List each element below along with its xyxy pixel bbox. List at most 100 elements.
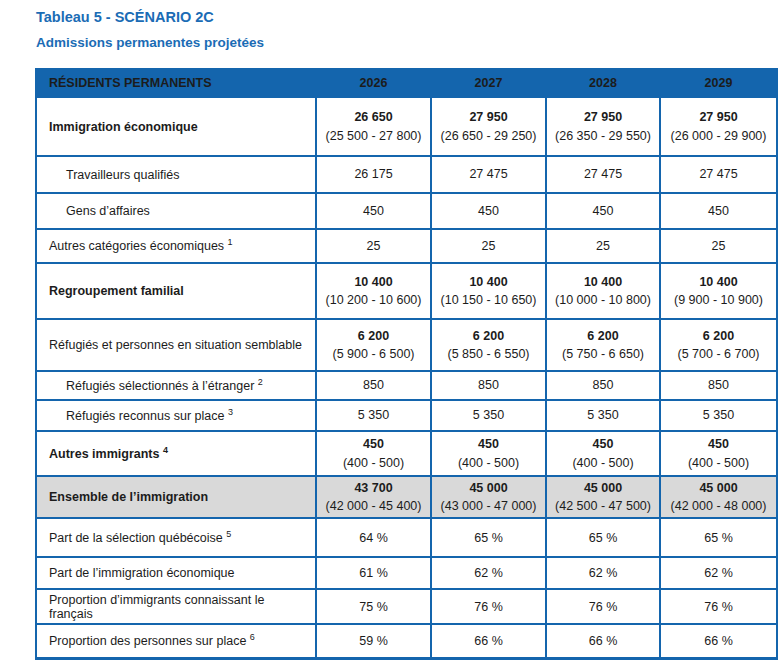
row-label: Autres catégories économiques 1 bbox=[36, 229, 316, 263]
table-row: Travailleurs qualifiés26 17527 47527 475… bbox=[36, 156, 777, 193]
value-main: 64 % bbox=[319, 529, 428, 547]
header-year-2028: 2028 bbox=[546, 69, 660, 97]
value-cell: 5 350 bbox=[431, 400, 546, 431]
row-label: Autres immigrants 4 bbox=[36, 431, 316, 476]
value-main: 10 400 bbox=[319, 273, 428, 291]
value-range: (400 - 500) bbox=[319, 454, 428, 472]
row-label: Proportion des personnes sur place 6 bbox=[36, 624, 316, 658]
value-cell: 66 % bbox=[431, 624, 546, 658]
value-main: 66 % bbox=[549, 632, 657, 650]
value-cell: 850 bbox=[546, 371, 660, 400]
value-main: 25 bbox=[434, 237, 543, 255]
footnote-marker: 4 bbox=[163, 444, 168, 454]
table-row: Proportion d’immigrants connaissant le f… bbox=[36, 589, 777, 624]
value-cell: 5 350 bbox=[546, 400, 660, 431]
table-title: Tableau 5 - SCÉNARIO 2C bbox=[36, 9, 264, 26]
value-cell: 27 475 bbox=[546, 156, 660, 193]
table-row: Regroupement familial10 400(10 200 - 10 … bbox=[36, 263, 777, 319]
value-main: 450 bbox=[434, 435, 543, 453]
document-page: Tableau 5 - SCÉNARIO 2C Admissions perma… bbox=[0, 0, 784, 664]
value-range: (26 000 - 29 900) bbox=[663, 127, 774, 145]
value-cell: 25 bbox=[660, 229, 777, 263]
table-row: Réfugiés et personnes en situation sembl… bbox=[36, 319, 777, 371]
admissions-table: RÉSIDENTS PERMANENTS 2026 2027 2028 2029… bbox=[35, 68, 778, 660]
value-cell: 6 200(5 850 - 6 550) bbox=[431, 319, 546, 371]
header-residents-permanents: RÉSIDENTS PERMANENTS bbox=[36, 69, 316, 97]
footnote-marker: 5 bbox=[226, 529, 231, 539]
value-main: 850 bbox=[663, 376, 774, 394]
value-main: 65 % bbox=[663, 529, 774, 547]
row-label: Gens d’affaires bbox=[36, 193, 316, 229]
value-cell: 26 175 bbox=[316, 156, 431, 193]
value-cell: 64 % bbox=[316, 518, 431, 557]
value-cell: 5 350 bbox=[316, 400, 431, 431]
value-main: 66 % bbox=[434, 632, 543, 650]
value-cell: 10 400(10 150 - 10 650) bbox=[431, 263, 546, 319]
value-cell: 850 bbox=[431, 371, 546, 400]
table-row: Part de la sélection québécoise 564 %65 … bbox=[36, 518, 777, 557]
row-label: Regroupement familial bbox=[36, 263, 316, 319]
value-cell: 10 400(9 900 - 10 900) bbox=[660, 263, 777, 319]
value-main: 65 % bbox=[434, 529, 543, 547]
value-cell: 59 % bbox=[316, 624, 431, 658]
value-main: 26 175 bbox=[319, 165, 428, 183]
value-cell: 27 475 bbox=[431, 156, 546, 193]
table-subtitle: Admissions permanentes projetées bbox=[36, 35, 264, 51]
value-cell: 45 000(42 500 - 47 500) bbox=[546, 476, 660, 518]
value-main: 450 bbox=[549, 435, 657, 453]
value-cell: 450 bbox=[316, 193, 431, 229]
table-row: Immigration économique26 650(25 500 - 27… bbox=[36, 97, 777, 156]
value-cell: 6 200(5 900 - 6 500) bbox=[316, 319, 431, 371]
value-cell: 27 475 bbox=[660, 156, 777, 193]
value-cell: 66 % bbox=[546, 624, 660, 658]
value-main: 59 % bbox=[319, 632, 428, 650]
value-main: 62 % bbox=[434, 564, 543, 582]
value-main: 850 bbox=[549, 376, 657, 394]
value-range: (43 000 - 47 000) bbox=[434, 497, 543, 515]
value-main: 27 950 bbox=[663, 108, 774, 126]
value-cell: 450(400 - 500) bbox=[431, 431, 546, 476]
value-range: (5 750 - 6 650) bbox=[549, 345, 657, 363]
value-main: 450 bbox=[319, 435, 428, 453]
row-label: Réfugiés sélectionnés à l’étranger 2 bbox=[36, 371, 316, 400]
value-range: (42 500 - 47 500) bbox=[549, 497, 657, 515]
table-row: Ensemble de l’immigration43 700(42 000 -… bbox=[36, 476, 777, 518]
value-cell: 450(400 - 500) bbox=[546, 431, 660, 476]
value-main: 850 bbox=[434, 376, 543, 394]
value-main: 450 bbox=[663, 435, 774, 453]
value-range: (5 850 - 6 550) bbox=[434, 345, 543, 363]
value-main: 27 950 bbox=[549, 108, 657, 126]
value-range: (26 350 - 29 550) bbox=[549, 127, 657, 145]
value-range: (9 900 - 10 900) bbox=[663, 291, 774, 309]
value-main: 25 bbox=[549, 237, 657, 255]
value-main: 75 % bbox=[319, 598, 428, 616]
title-block: Tableau 5 - SCÉNARIO 2C Admissions perma… bbox=[36, 9, 264, 52]
value-main: 850 bbox=[319, 376, 428, 394]
value-cell: 62 % bbox=[546, 557, 660, 589]
value-cell: 61 % bbox=[316, 557, 431, 589]
table-row: Autres immigrants 4450(400 - 500)450(400… bbox=[36, 431, 777, 476]
value-main: 6 200 bbox=[434, 327, 543, 345]
value-main: 27 475 bbox=[663, 165, 774, 183]
header-year-2026: 2026 bbox=[316, 69, 431, 97]
value-main: 5 350 bbox=[663, 406, 774, 424]
value-cell: 66 % bbox=[660, 624, 777, 658]
table-row: Réfugiés reconnus sur place 35 3505 3505… bbox=[36, 400, 777, 431]
table-row: Proportion des personnes sur place 659 %… bbox=[36, 624, 777, 658]
value-cell: 65 % bbox=[660, 518, 777, 557]
header-year-2029: 2029 bbox=[660, 69, 777, 97]
value-main: 27 950 bbox=[434, 108, 543, 126]
value-cell: 76 % bbox=[660, 589, 777, 624]
value-cell: 450 bbox=[546, 193, 660, 229]
value-range: (10 150 - 10 650) bbox=[434, 291, 543, 309]
value-main: 25 bbox=[319, 237, 428, 255]
row-label: Réfugiés reconnus sur place 3 bbox=[36, 400, 316, 431]
value-main: 5 350 bbox=[549, 406, 657, 424]
value-cell: 27 950(26 650 - 29 250) bbox=[431, 97, 546, 156]
value-cell: 76 % bbox=[546, 589, 660, 624]
value-main: 76 % bbox=[549, 598, 657, 616]
value-cell: 6 200(5 700 - 6 700) bbox=[660, 319, 777, 371]
value-cell: 450(400 - 500) bbox=[316, 431, 431, 476]
value-cell: 65 % bbox=[431, 518, 546, 557]
value-main: 10 400 bbox=[663, 273, 774, 291]
